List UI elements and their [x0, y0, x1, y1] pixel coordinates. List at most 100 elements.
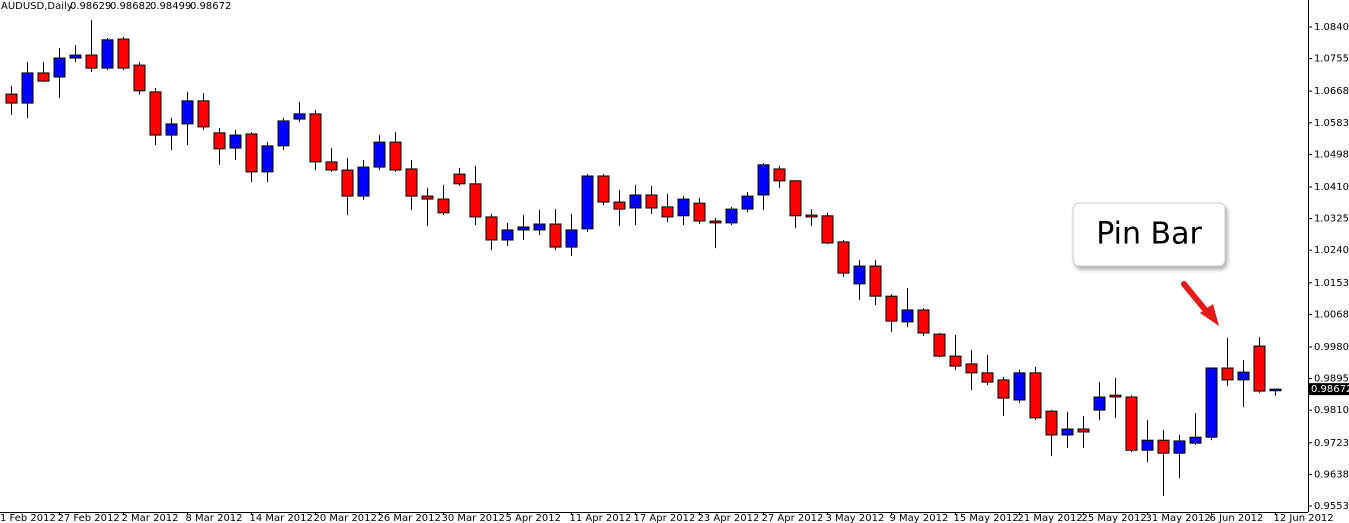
x-tick-label: 26 Mar 2012: [378, 513, 441, 523]
candle-body: [1093, 396, 1106, 411]
candle-body: [853, 265, 866, 285]
x-tick-label: 12 Jun 2012: [1274, 513, 1334, 523]
ohlc-open: 0.98629: [70, 1, 111, 12]
y-tick-label: 1.06680: [1314, 86, 1349, 97]
candle-body: [949, 355, 962, 367]
candle-body: [581, 175, 594, 230]
x-tick-label: 15 May 2012: [954, 513, 1019, 523]
candle-body: [997, 379, 1010, 399]
candle-body: [469, 183, 482, 218]
x-tick-label: 30 Mar 2012: [442, 513, 505, 523]
candle-body: [821, 215, 834, 244]
candle-body: [565, 229, 578, 248]
candle-body: [1221, 367, 1234, 381]
candle-body: [325, 161, 338, 171]
candle-body: [245, 133, 258, 173]
candle-body: [613, 201, 626, 210]
candle-body: [101, 39, 114, 69]
ohlc-high: 0.98682: [110, 1, 151, 12]
y-tick-label: 1.02405: [1314, 245, 1349, 256]
candle-body: [869, 265, 882, 297]
candle-body: [1061, 428, 1074, 436]
candle-body: [981, 372, 994, 383]
x-tick-label: 17 Apr 2012: [634, 513, 696, 523]
annotation: Pin Bar: [1072, 202, 1226, 326]
candle-body: [693, 202, 706, 222]
candle-body: [261, 145, 274, 173]
price-tag: [1309, 383, 1349, 396]
candle-body: [549, 223, 562, 248]
candle-body: [917, 309, 930, 334]
candle-body: [805, 214, 818, 218]
annotation-arrowhead: [1200, 304, 1219, 326]
annotation-text: Pin Bar: [1096, 217, 1202, 252]
y-tick-label: 1.04980: [1314, 149, 1349, 160]
candle-body: [181, 100, 194, 125]
candle-body: [773, 168, 786, 182]
candle-body: [53, 57, 66, 78]
candle-body: [1109, 394, 1122, 398]
candle-body: [341, 169, 354, 197]
x-tick-label: 11 Apr 2012: [570, 513, 632, 523]
x-tick-label: 3 May 2012: [826, 513, 885, 523]
candle-body: [5, 93, 18, 104]
x-tick-label: 27 Feb 2012: [58, 513, 120, 523]
candle-body: [1269, 388, 1282, 392]
candle-body: [149, 91, 162, 136]
candle-body: [1125, 396, 1138, 451]
candle-body: [85, 54, 98, 69]
y-tick-label: 1.07555: [1314, 54, 1349, 65]
x-tick-label: 9 May 2012: [890, 513, 949, 523]
candle-body: [197, 100, 210, 128]
x-tick-label: 1 Feb 2012: [0, 513, 56, 523]
candle-body: [293, 113, 306, 120]
x-tick-label: 8 Mar 2012: [186, 513, 243, 523]
candle-body: [1237, 371, 1250, 381]
candle-body: [309, 113, 322, 163]
x-tick-label: 20 Mar 2012: [314, 513, 377, 523]
candle-body: [1157, 439, 1170, 454]
candle-body: [117, 38, 130, 69]
y-tick-label: 1.03255: [1314, 214, 1349, 225]
candle-body: [741, 195, 754, 210]
candle-body: [1045, 410, 1058, 436]
y-tick-label: 0.98105: [1314, 405, 1349, 416]
candle-body: [677, 198, 690, 217]
candle-body: [837, 241, 850, 274]
candle-body: [933, 333, 946, 357]
candle-body: [389, 141, 402, 171]
candle-body: [421, 195, 434, 200]
x-tick-label: 31 May 2012: [1146, 513, 1211, 523]
annotation-arrow: [1181, 281, 1210, 315]
candle-body: [1205, 367, 1218, 438]
candle-body: [597, 175, 610, 203]
ohlc-low: 0.98499: [150, 1, 191, 12]
candle-body: [629, 194, 642, 209]
price-tag-label: 0.98672: [1311, 384, 1349, 395]
candle-body: [1173, 440, 1186, 454]
candle-body: [757, 164, 770, 196]
x-tick-label: 27 Apr 2012: [762, 513, 824, 523]
candle-body: [517, 226, 530, 231]
candle-body: [501, 229, 514, 241]
candle-body: [533, 223, 546, 231]
ohlc-close: 0.98672: [190, 1, 231, 12]
y-tick-label: 0.95530: [1314, 501, 1349, 512]
candle-body: [1253, 345, 1266, 392]
candle-body: [901, 309, 914, 323]
candle-body: [1189, 436, 1202, 444]
candle-body: [165, 123, 178, 136]
candle-body: [405, 168, 418, 197]
x-tick-label: 23 Apr 2012: [698, 513, 760, 523]
candle-body: [725, 208, 738, 224]
y-tick-label: 0.98955: [1314, 374, 1349, 385]
annotation-box: [1072, 202, 1226, 267]
candle-body: [213, 132, 226, 150]
candle-body: [453, 173, 466, 185]
candle-body: [1013, 372, 1026, 401]
x-tick-label: 14 Mar 2012: [250, 513, 313, 523]
y-tick-label: 1.01530: [1314, 278, 1349, 289]
candle-body: [1077, 428, 1090, 433]
x-tick-label: 21 May 2012: [1018, 513, 1083, 523]
